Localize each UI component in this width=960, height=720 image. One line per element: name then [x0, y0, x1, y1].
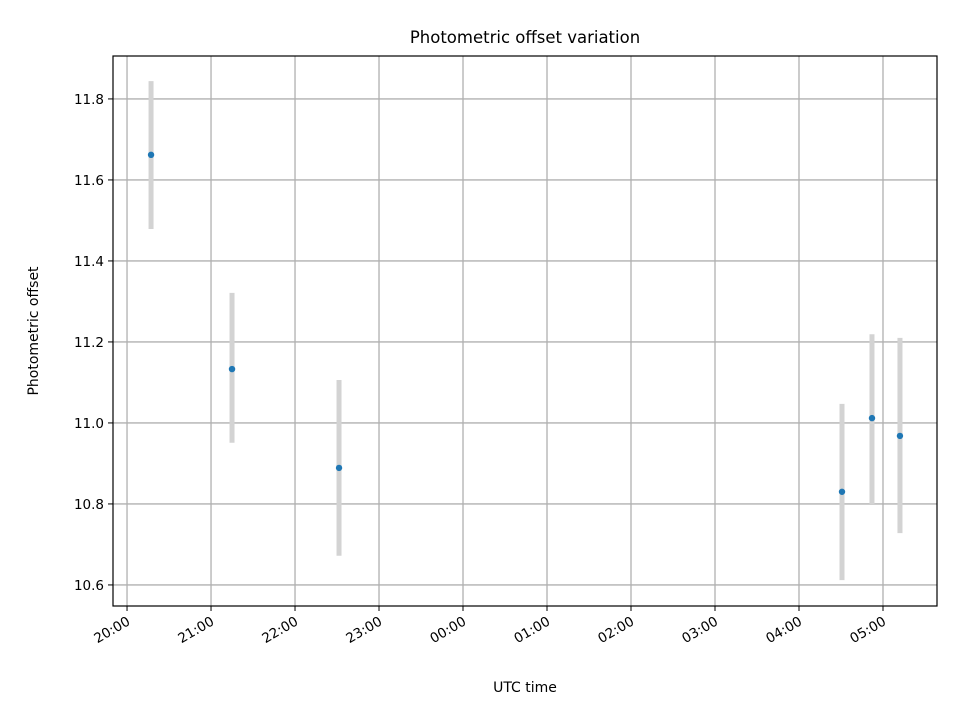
data-point: [335, 464, 343, 472]
data-point: [896, 432, 904, 440]
data-point: [868, 414, 876, 422]
y-tick-label: 11.6: [74, 173, 104, 189]
y-tick-label: 10.6: [74, 578, 104, 594]
y-tick-label: 11.4: [74, 254, 104, 270]
y-tick-label: 11.0: [74, 416, 104, 432]
y-tick-label: 11.2: [74, 335, 104, 351]
chart-title: Photometric offset variation: [410, 28, 640, 47]
axes-frame: [112, 55, 938, 607]
data-point: [838, 488, 846, 495]
y-tick-label: 10.8: [74, 497, 104, 513]
data-point: [228, 365, 236, 373]
x-axis-label: UTC time: [493, 680, 557, 696]
y-tick-label: 11.8: [74, 92, 104, 108]
data-point: [147, 151, 155, 159]
y-axis-label: Photometric offset: [26, 266, 42, 396]
